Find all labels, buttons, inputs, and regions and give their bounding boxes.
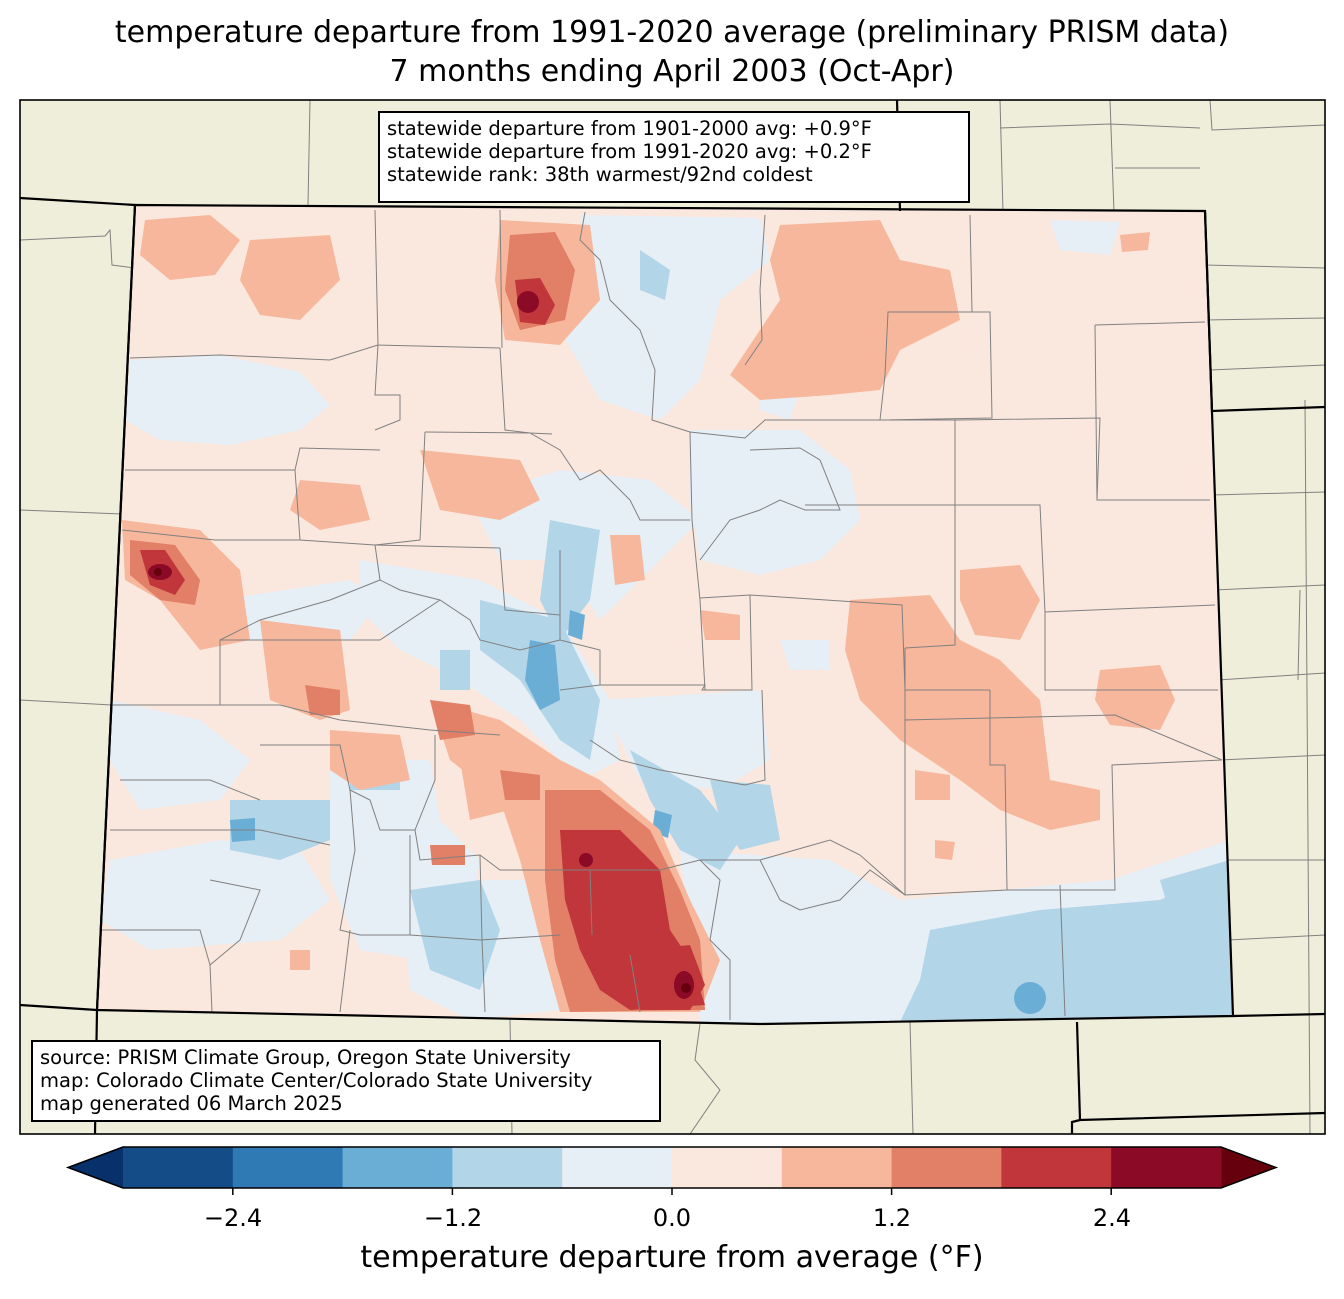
colorbar-swatch	[781, 1147, 893, 1188]
source-line-1: source: PRISM Climate Group, Oregon Stat…	[40, 1046, 571, 1069]
colorado-departure-field	[97, 205, 1233, 1024]
colorbar-under-arrow	[68, 1147, 123, 1188]
stats-line-2: statewide departure from 1991-2020 avg: …	[387, 140, 872, 163]
colorbar-label: temperature departure from average (°F)	[360, 1240, 984, 1275]
source-info-box: source: PRISM Climate Group, Oregon Stat…	[31, 1040, 661, 1122]
colorbar	[65, 1146, 1279, 1195]
statewide-stats-box: statewide departure from 1901-2000 avg: …	[378, 111, 970, 203]
colorbar-tick-label: 1.2	[872, 1204, 912, 1232]
colorbar-swatch	[891, 1147, 1002, 1188]
colorbar-tick-label: 2.4	[1092, 1204, 1132, 1232]
colorbar-outline	[65, 1146, 1279, 1189]
colorbar-swatch	[123, 1147, 234, 1188]
colorbar-swatch	[1111, 1147, 1222, 1188]
source-line-3: map generated 06 March 2025	[40, 1092, 343, 1115]
stats-line-1: statewide departure from 1901-2000 avg: …	[387, 117, 872, 140]
map-title-line2: 7 months ending April 2003 (Oct-Apr)	[389, 54, 955, 89]
colorbar-over-arrow	[1221, 1147, 1276, 1188]
state-borders	[19, 99, 1326, 1135]
colorbar-tick-label: 0.0	[652, 1204, 692, 1232]
map-title-line1: temperature departure from 1991-2020 ave…	[114, 15, 1230, 50]
stats-line-3: statewide rank: 38th warmest/92nd coldes…	[387, 163, 813, 186]
colorbar-tick-label: −1.2	[423, 1204, 483, 1232]
map-frame	[19, 99, 1326, 1135]
colorbar-swatch	[672, 1147, 783, 1188]
colorbar-swatch	[452, 1147, 563, 1188]
colorbar-swatch	[232, 1147, 344, 1188]
colorbar-tick-label: −2.4	[203, 1204, 263, 1232]
colorbar-swatch	[562, 1147, 673, 1188]
colorbar-swatch	[342, 1147, 453, 1188]
source-line-2: map: Colorado Climate Center/Colorado St…	[40, 1069, 593, 1092]
colorbar-swatch	[1001, 1147, 1112, 1188]
